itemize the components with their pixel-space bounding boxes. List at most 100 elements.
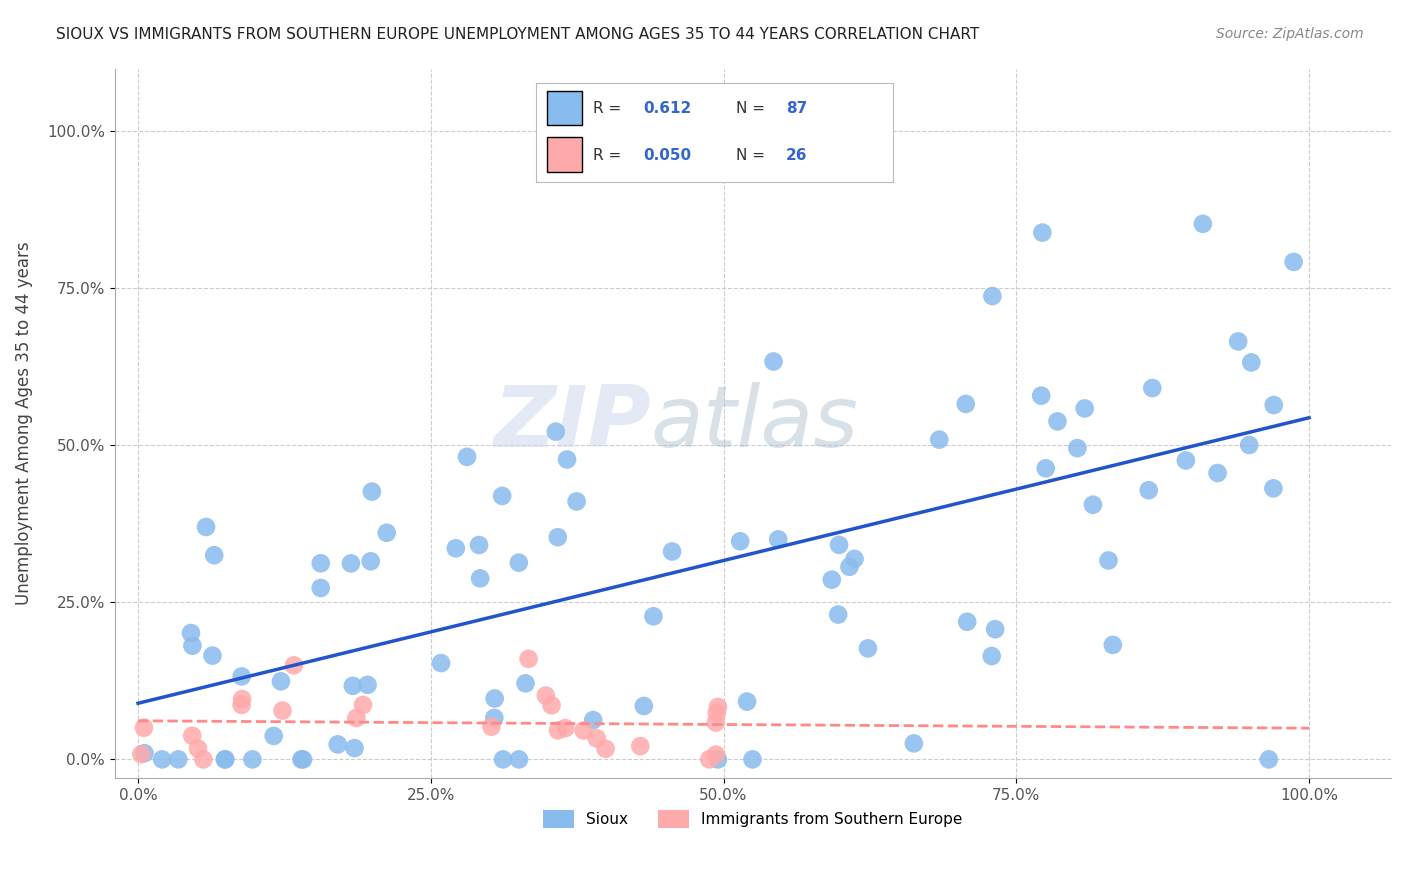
Point (956, 615, 979, 629)
Point (1237, 438, 1260, 452)
Point (544, 425, 567, 439)
Point (762, 354, 785, 368)
Point (444, 541, 467, 556)
Point (430, 656, 453, 670)
Point (633, 698, 655, 713)
Point (704, 747, 727, 762)
Point (699, 752, 721, 766)
Point (643, 609, 665, 624)
Point (231, 669, 253, 683)
Point (981, 289, 1004, 303)
Point (572, 723, 595, 738)
Point (181, 639, 204, 653)
Point (565, 494, 588, 508)
Point (360, 554, 382, 568)
Point (132, 721, 155, 735)
Point (628, 739, 651, 753)
Text: ZIP: ZIP (494, 382, 651, 465)
Point (1142, 381, 1164, 395)
Point (1206, 466, 1229, 480)
Point (838, 559, 860, 574)
Point (661, 544, 683, 558)
Point (356, 678, 378, 692)
Point (468, 571, 491, 585)
Point (195, 520, 218, 534)
Point (263, 729, 285, 743)
Point (1174, 453, 1197, 467)
Point (582, 713, 605, 727)
Point (547, 723, 569, 738)
Point (484, 711, 506, 725)
Point (827, 607, 849, 622)
Point (903, 736, 925, 750)
Point (492, 752, 515, 766)
Point (150, 752, 173, 766)
Text: Source: ZipAtlas.com: Source: ZipAtlas.com (1216, 27, 1364, 41)
Point (540, 698, 562, 713)
Point (309, 557, 332, 571)
Point (456, 450, 478, 464)
Point (180, 626, 202, 640)
Point (1263, 482, 1285, 496)
Point (202, 548, 225, 562)
Y-axis label: Unemployment Among Ages 35 to 44 years: Unemployment Among Ages 35 to 44 years (15, 242, 32, 605)
Point (468, 538, 491, 552)
Point (1240, 355, 1263, 369)
Point (343, 741, 366, 756)
Point (271, 704, 294, 718)
Point (193, 752, 215, 766)
Point (352, 698, 374, 712)
Point (484, 691, 506, 706)
Point (1282, 255, 1305, 269)
Point (344, 711, 367, 725)
Point (554, 721, 576, 735)
Point (231, 698, 253, 712)
Point (242, 752, 264, 766)
Point (187, 741, 209, 756)
Point (342, 679, 364, 693)
Point (283, 658, 305, 673)
Point (1081, 498, 1104, 512)
Point (707, 699, 730, 714)
Point (1073, 401, 1095, 416)
Point (585, 731, 607, 746)
Point (704, 715, 727, 730)
Point (856, 641, 879, 656)
Point (481, 720, 503, 734)
Point (984, 622, 1007, 636)
Point (1137, 483, 1160, 498)
Text: SIOUX VS IMMIGRANTS FROM SOUTHERN EUROPE UNEMPLOYMENT AMONG AGES 35 TO 44 YEARS : SIOUX VS IMMIGRANTS FROM SOUTHERN EUROPE… (56, 27, 980, 42)
Legend: Sioux, Immigrants from Southern Europe: Sioux, Immigrants from Southern Europe (537, 804, 969, 834)
Point (129, 747, 152, 762)
Point (231, 692, 253, 706)
Point (201, 648, 224, 663)
Point (534, 689, 557, 703)
Point (555, 452, 578, 467)
Point (547, 530, 569, 544)
Point (1066, 441, 1088, 455)
Point (491, 489, 513, 503)
Point (181, 729, 204, 743)
Point (375, 525, 398, 540)
Point (1257, 752, 1279, 766)
Point (1192, 217, 1215, 231)
Point (735, 695, 758, 709)
Point (309, 581, 332, 595)
Point (728, 534, 751, 549)
Point (955, 397, 977, 411)
Point (595, 741, 617, 756)
Point (270, 674, 292, 689)
Point (290, 752, 312, 766)
Text: atlas: atlas (651, 382, 859, 465)
Point (360, 484, 382, 499)
Point (831, 124, 853, 138)
Point (292, 752, 315, 766)
Point (517, 652, 540, 666)
Point (928, 433, 950, 447)
Point (828, 538, 851, 552)
Point (134, 746, 156, 760)
Point (1031, 226, 1053, 240)
Point (214, 752, 236, 766)
Point (706, 706, 728, 720)
Point (1097, 553, 1119, 567)
